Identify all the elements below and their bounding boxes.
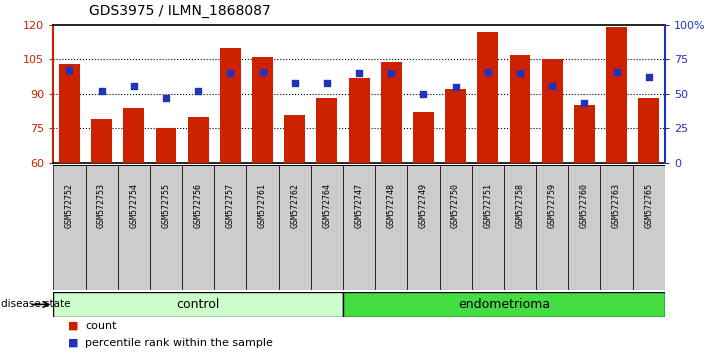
Text: control: control [176,298,220,311]
Point [579,101,590,106]
Point [643,74,654,80]
Point [611,69,622,75]
Bar [316,98,337,163]
Text: GSM572756: GSM572756 [193,183,203,228]
FancyBboxPatch shape [407,165,439,290]
FancyBboxPatch shape [471,165,504,290]
Bar [284,114,305,163]
FancyBboxPatch shape [214,165,247,290]
Point [450,84,461,90]
Bar [188,117,208,163]
Bar [638,98,659,163]
FancyBboxPatch shape [343,165,375,290]
Bar [510,55,530,163]
Point [418,91,429,97]
Text: GSM572750: GSM572750 [451,183,460,228]
Text: GSM572762: GSM572762 [290,183,299,228]
Text: ■: ■ [68,338,78,348]
Point [128,83,139,88]
Bar [606,27,627,163]
Text: count: count [85,321,117,331]
FancyBboxPatch shape [182,165,214,290]
Text: GSM572749: GSM572749 [419,183,428,228]
FancyBboxPatch shape [536,165,568,290]
Bar [59,64,80,163]
Bar [91,119,112,163]
Text: GDS3975 / ILMN_1868087: GDS3975 / ILMN_1868087 [89,4,271,18]
Point [64,68,75,73]
Text: GSM572751: GSM572751 [483,183,492,228]
FancyBboxPatch shape [53,165,85,290]
Bar [413,112,434,163]
Point [353,70,365,76]
FancyBboxPatch shape [343,292,665,317]
Bar [123,108,144,163]
Text: percentile rank within the sample: percentile rank within the sample [85,338,273,348]
Text: GSM572758: GSM572758 [515,183,525,228]
Bar [220,48,241,163]
FancyBboxPatch shape [633,165,665,290]
Point [514,70,525,76]
FancyBboxPatch shape [247,165,279,290]
FancyBboxPatch shape [279,165,311,290]
FancyBboxPatch shape [85,165,118,290]
Bar [445,89,466,163]
Text: GSM572760: GSM572760 [580,183,589,228]
FancyBboxPatch shape [118,165,150,290]
Point [321,80,333,86]
Point [385,70,397,76]
Text: GSM572764: GSM572764 [322,183,331,228]
Text: GSM572755: GSM572755 [161,183,171,228]
Point [257,69,268,75]
FancyBboxPatch shape [568,165,600,290]
Text: ■: ■ [68,321,78,331]
Text: disease state: disease state [1,299,70,309]
FancyBboxPatch shape [150,165,182,290]
Text: GSM572748: GSM572748 [387,183,396,228]
Point [225,70,236,76]
FancyBboxPatch shape [53,292,343,317]
Bar [381,62,402,163]
Bar [252,57,273,163]
Bar [574,105,595,163]
Point [289,80,300,86]
Text: GSM572759: GSM572759 [547,183,557,228]
Text: GSM572765: GSM572765 [644,183,653,228]
Text: GSM572761: GSM572761 [258,183,267,228]
FancyBboxPatch shape [504,165,536,290]
Text: GSM572752: GSM572752 [65,183,74,228]
Text: GSM572754: GSM572754 [129,183,138,228]
Point [482,69,493,75]
FancyBboxPatch shape [439,165,471,290]
Bar [348,78,370,163]
FancyBboxPatch shape [600,165,633,290]
Point [547,83,558,88]
Bar [542,59,562,163]
Point [193,88,204,94]
Bar [156,128,176,163]
Text: GSM572763: GSM572763 [612,183,621,228]
Point [160,95,171,101]
Point [96,88,107,94]
Text: GSM572747: GSM572747 [355,183,363,228]
FancyBboxPatch shape [311,165,343,290]
Text: GSM572757: GSM572757 [226,183,235,228]
Text: GSM572753: GSM572753 [97,183,106,228]
Text: endometrioma: endometrioma [458,298,550,311]
FancyBboxPatch shape [375,165,407,290]
Bar [477,32,498,163]
